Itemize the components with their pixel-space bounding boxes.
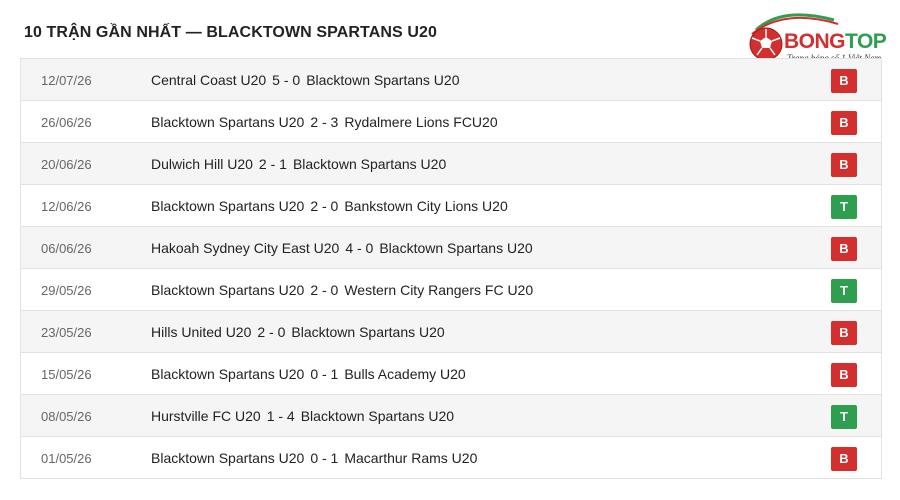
match-row[interactable]: 23/05/26 Hills United U20 2 - 0 Blacktown S… [21,311,881,353]
match-row[interactable]: 15/05/26 Blacktown Spartans U20 0 - 1 Bulls… [21,353,881,395]
home-team: Hurstville FC U20 [151,408,261,424]
result-badge: T [831,195,857,219]
match-score: 1 - 4 [266,408,295,424]
match-fixture[interactable]: Hurstville FC U20 1 - 4 Blacktown Spartans… [151,408,454,424]
away-team: Blacktown Spartans U20 [306,72,460,88]
home-team: Blacktown Spartans U20 [151,366,305,382]
match-row[interactable]: 29/05/26 Blacktown Spartans U20 2 - 0 Weste… [21,269,881,311]
match-date: 15/05/26 [41,367,92,382]
match-row[interactable]: 20/06/26 Dulwich Hill U20 2 - 1 Blacktown S… [21,143,881,185]
match-fixture[interactable]: Hills United U20 2 - 0 Blacktown Spartans … [151,324,445,340]
result-badge: T [831,405,857,429]
match-date: 29/05/26 [41,283,92,298]
home-team: Hakoah Sydney City East U20 [151,240,340,256]
match-date: 01/05/26 [41,451,92,466]
result-badge: B [831,321,857,345]
away-team: Blacktown Spartans U20 [379,240,533,256]
match-date: 23/05/26 [41,325,92,340]
match-score: 4 - 0 [345,240,374,256]
away-team: Bankstown City Lions U20 [344,198,508,214]
match-fixture[interactable]: Central Coast U20 5 - 0 Blacktown Spartans… [151,72,460,88]
match-date: 06/06/26 [41,241,92,256]
result-badge: B [831,363,857,387]
match-fixture[interactable]: Dulwich Hill U20 2 - 1 Blacktown Spartans … [151,156,446,172]
home-team: Blacktown Spartans U20 [151,198,305,214]
logo-wordmark: BONGTOP [784,30,887,53]
match-fixture[interactable]: Blacktown Spartans U20 0 - 1 Macarthur Ram… [151,450,477,466]
away-team: Bulls Academy U20 [344,366,466,382]
match-row[interactable]: 01/05/26 Blacktown Spartans U20 0 - 1 Macar… [21,437,881,479]
match-score: 5 - 0 [272,72,301,88]
match-row[interactable]: 12/07/26 Central Coast U20 5 - 0 Blacktown … [21,59,881,101]
home-team: Blacktown Spartans U20 [151,450,305,466]
result-badge: B [831,153,857,177]
match-fixture[interactable]: Blacktown Spartans U20 2 - 0 Western City … [151,282,533,298]
match-fixture[interactable]: Blacktown Spartans U20 2 - 0 Bankstown Cit… [151,198,508,214]
home-team: Blacktown Spartans U20 [151,114,305,130]
match-row[interactable]: 12/06/26 Blacktown Spartans U20 2 - 0 Banks… [21,185,881,227]
away-team: Western City Rangers FC U20 [344,282,534,298]
match-score: 0 - 1 [310,450,339,466]
match-score: 0 - 1 [310,366,339,382]
result-badge: T [831,279,857,303]
match-date: 20/06/26 [41,157,92,172]
away-team: Blacktown Spartans U20 [291,324,445,340]
match-score: 2 - 3 [310,114,339,130]
match-date: 12/07/26 [41,73,92,88]
soccer-ball-icon [749,13,839,61]
match-date: 26/06/26 [41,115,92,130]
away-team: Rydalmere Lions FCU20 [344,114,498,130]
away-team: Blacktown Spartans U20 [292,156,447,172]
home-team: Central Coast U20 [151,72,267,88]
match-row[interactable]: 26/06/26 Blacktown Spartans U20 2 - 3 Rydal… [21,101,881,143]
result-badge: B [831,111,857,135]
match-score: 2 - 0 [310,282,339,298]
result-badge: B [831,237,857,261]
match-score: 2 - 0 [310,198,339,214]
match-date: 12/06/26 [41,199,92,214]
match-score: 2 - 0 [257,324,286,340]
home-team: Dulwich Hill U20 [151,156,253,172]
match-fixture[interactable]: Hakoah Sydney City East U20 4 - 0 Blacktow… [151,240,533,256]
match-date: 08/05/26 [41,409,92,424]
result-badge: B [831,69,857,93]
home-team: Hills United U20 [151,324,252,340]
away-team: Macarthur Rams U20 [344,450,478,466]
page-title: 10 TRẬN GẦN NHẤT — BLACKTOWN SPARTANS U2… [24,24,438,41]
result-badge: B [831,447,857,471]
match-row[interactable]: 08/05/26 Hurstville FC U20 1 - 4 Blacktown … [21,395,881,437]
match-score: 2 - 1 [258,156,287,172]
match-fixture[interactable]: Blacktown Spartans U20 2 - 3 Rydalmere Lio… [151,114,498,130]
match-row[interactable]: 06/06/26 Hakoah Sydney City East U20 4 - 0… [21,227,881,269]
recent-matches-table: 12/07/26 Central Coast U20 5 - 0 Blacktown … [20,58,882,479]
home-team: Blacktown Spartans U20 [151,282,305,298]
match-fixture[interactable]: Blacktown Spartans U20 0 - 1 Bulls Academy… [151,366,466,382]
away-team: Blacktown Spartans U20 [300,408,455,424]
